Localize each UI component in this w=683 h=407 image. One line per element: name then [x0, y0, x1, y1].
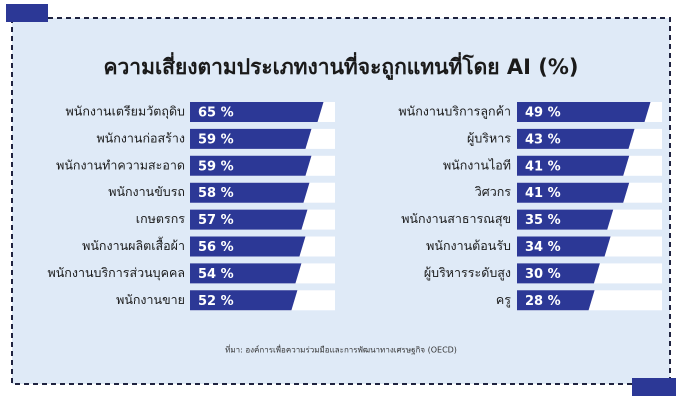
- corner-block: [632, 378, 676, 396]
- value-label: 57 %: [198, 213, 234, 228]
- source-note: ที่มา: องค์การเพื่อความร่วมมือและการพัฒน…: [225, 344, 457, 355]
- category-label: ครู: [496, 292, 511, 308]
- category-label: พนักงานขาย: [116, 292, 185, 307]
- value-label: 41 %: [525, 186, 561, 201]
- value-label: 35 %: [525, 213, 561, 228]
- bar: [517, 128, 635, 149]
- bar: [190, 182, 310, 203]
- bar: [517, 209, 614, 230]
- category-label: พนักงานบริการส่วนบุคคล: [48, 265, 185, 281]
- category-label: เกษตรกร: [136, 211, 185, 226]
- value-label: 58 %: [198, 186, 234, 201]
- bar: [190, 155, 312, 176]
- bar: [517, 236, 611, 257]
- value-label: 65 %: [198, 106, 234, 121]
- category-label: พนักงานขับรถ: [108, 184, 185, 199]
- category-label: พนักงานไอที: [443, 157, 511, 172]
- category-label: ผู้บริหาร: [467, 130, 511, 146]
- corner-block: [6, 4, 48, 22]
- category-label: พนักงานทำความสะอาด: [56, 157, 185, 172]
- value-label: 41 %: [525, 159, 561, 174]
- bar: [190, 209, 308, 230]
- value-label: 43 %: [525, 132, 561, 147]
- bar: [517, 263, 600, 284]
- category-label: พนักงานสาธารณสุข: [401, 211, 511, 227]
- value-label: 49 %: [525, 106, 561, 121]
- value-label: 28 %: [525, 294, 561, 309]
- category-label: พนักงานก่อสร้าง: [96, 130, 185, 145]
- value-label: 34 %: [525, 240, 561, 255]
- bar: [190, 128, 312, 149]
- bar: [190, 236, 306, 257]
- bar: [190, 290, 298, 311]
- category-label: พนักงานผลิตเสื้อผ้า: [82, 236, 185, 253]
- value-label: 52 %: [198, 294, 234, 309]
- category-label: พนักงานต้อนรับ: [426, 238, 511, 253]
- value-label: 59 %: [198, 159, 234, 174]
- category-label: พนักงานเตรียมวัตถุดิบ: [66, 104, 186, 120]
- category-label: ผู้บริหารระดับสูง: [424, 265, 511, 281]
- bar: [517, 155, 630, 176]
- category-label: พนักงานบริการลูกค้า: [398, 104, 511, 120]
- bar: [190, 263, 302, 284]
- bar: [190, 102, 324, 122]
- chart-title: ความเสี่ยงตามประเภทงานที่จะถูกแทนที่โดย …: [103, 51, 578, 81]
- value-label: 54 %: [198, 267, 234, 282]
- category-label: วิศวกร: [475, 184, 512, 199]
- value-label: 30 %: [525, 267, 561, 282]
- dashed-border: [11, 17, 671, 385]
- value-label: 56 %: [198, 240, 234, 255]
- value-label: 59 %: [198, 132, 234, 147]
- bar: [517, 182, 630, 203]
- bar: [517, 102, 651, 122]
- bar: [517, 290, 595, 311]
